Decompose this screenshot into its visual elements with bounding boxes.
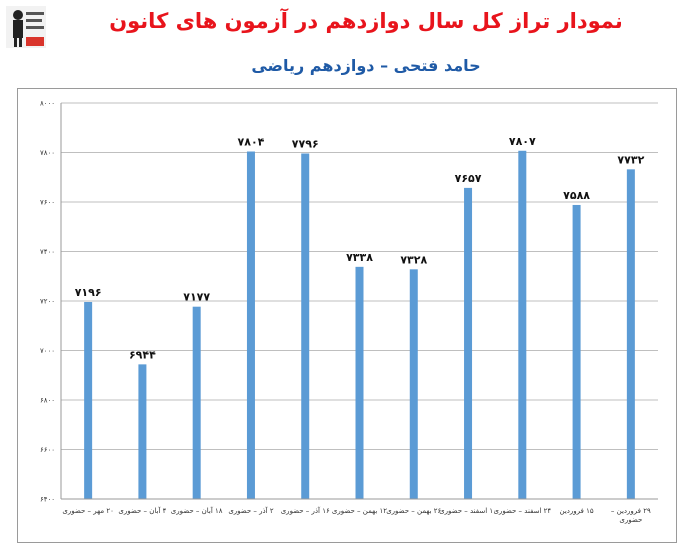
x-tick-label: ۱۲ بهمن – حضوری bbox=[332, 507, 387, 515]
bar bbox=[355, 266, 364, 499]
data-label: ۷۳۲۸ bbox=[400, 253, 427, 266]
x-tick-label: ۲۰ مهر – حضوری bbox=[62, 507, 113, 515]
x-tick-label: ۱۰ اسفند – حضوری bbox=[439, 507, 497, 515]
bar bbox=[572, 204, 581, 499]
bar bbox=[464, 187, 473, 499]
data-label: ۶۹۴۴ bbox=[129, 348, 156, 361]
bar bbox=[518, 150, 527, 499]
bar bbox=[138, 364, 147, 499]
chart-subtitle: حامد فتحی – دوازدهم ریاضی bbox=[251, 56, 481, 75]
x-tick-label: ۲ آذر – حضوری bbox=[228, 506, 273, 515]
data-label: ۷۱۹۶ bbox=[75, 286, 102, 299]
bar bbox=[192, 306, 201, 499]
chart-title: نمودار تراز کل سال دوازدهم در آزمون های … bbox=[109, 9, 623, 33]
y-tick-label: ۷۲۰۰ bbox=[40, 298, 55, 306]
x-tick-label: ۱۶ آذر – حضوری bbox=[281, 506, 330, 515]
x-tick-label: ۴ آبان – حضوری bbox=[118, 506, 166, 515]
x-tick-label: حضوری bbox=[619, 516, 642, 524]
bar bbox=[301, 153, 310, 499]
x-tick-label: ۲۴ اسفند – حضوری bbox=[493, 507, 551, 515]
x-tick-label: ۱۵ فروردین bbox=[560, 507, 594, 515]
y-tick-label: ۷۸۰۰ bbox=[40, 149, 55, 157]
kanoon-logo-icon bbox=[6, 6, 46, 48]
data-label: ۷۵۸۸ bbox=[563, 189, 590, 202]
bar bbox=[409, 269, 418, 499]
y-tick-label: ۷۴۰۰ bbox=[40, 248, 55, 256]
data-label: ۷۶۵۷ bbox=[455, 172, 482, 185]
data-label: ۷۸۰۴ bbox=[238, 136, 265, 149]
y-tick-label: ۶۴۰۰ bbox=[40, 496, 55, 504]
y-tick-label: ۶۶۰۰ bbox=[40, 446, 55, 454]
data-label: ۷۳۳۸ bbox=[346, 251, 373, 264]
y-tick-label: ۷۰۰۰ bbox=[40, 347, 55, 355]
y-tick-label: ۷۶۰۰ bbox=[40, 199, 55, 207]
data-label: ۷۷۳۲ bbox=[617, 153, 644, 166]
bar bbox=[84, 301, 93, 499]
x-tick-label: ۲۶ بهمن – حضوری bbox=[386, 507, 441, 515]
bar-chart: ۶۴۰۰ ۶۶۰۰ ۶۸۰۰ ۷۰۰۰ ۷۲۰۰ ۷۴۰۰ ۷۶۰۰ ۷۸۰۰ ۸۰۰۰ ۷۱۹۶… bbox=[40, 100, 658, 524]
data-label: ۷۷۹۶ bbox=[292, 137, 319, 150]
y-tick-label: ۸۰۰۰ bbox=[40, 100, 55, 108]
y-tick-label: ۶۸۰۰ bbox=[40, 397, 55, 405]
data-label: ۷۸۰۷ bbox=[509, 135, 536, 148]
data-label: ۷۱۷۷ bbox=[183, 291, 210, 304]
bar bbox=[246, 151, 255, 499]
bar bbox=[626, 169, 635, 499]
x-tick-label: ۱۸ آبان – حضوری bbox=[171, 506, 223, 515]
chart-frame: ۶۴۰۰ ۶۶۰۰ ۶۸۰۰ ۷۰۰۰ ۷۲۰۰ ۷۴۰۰ ۷۶۰۰ ۷۸۰۰ ۸۰۰۰ ۷۱۹۶… bbox=[17, 88, 677, 543]
x-tick-label: ۲۹ فروردین – bbox=[611, 507, 651, 515]
